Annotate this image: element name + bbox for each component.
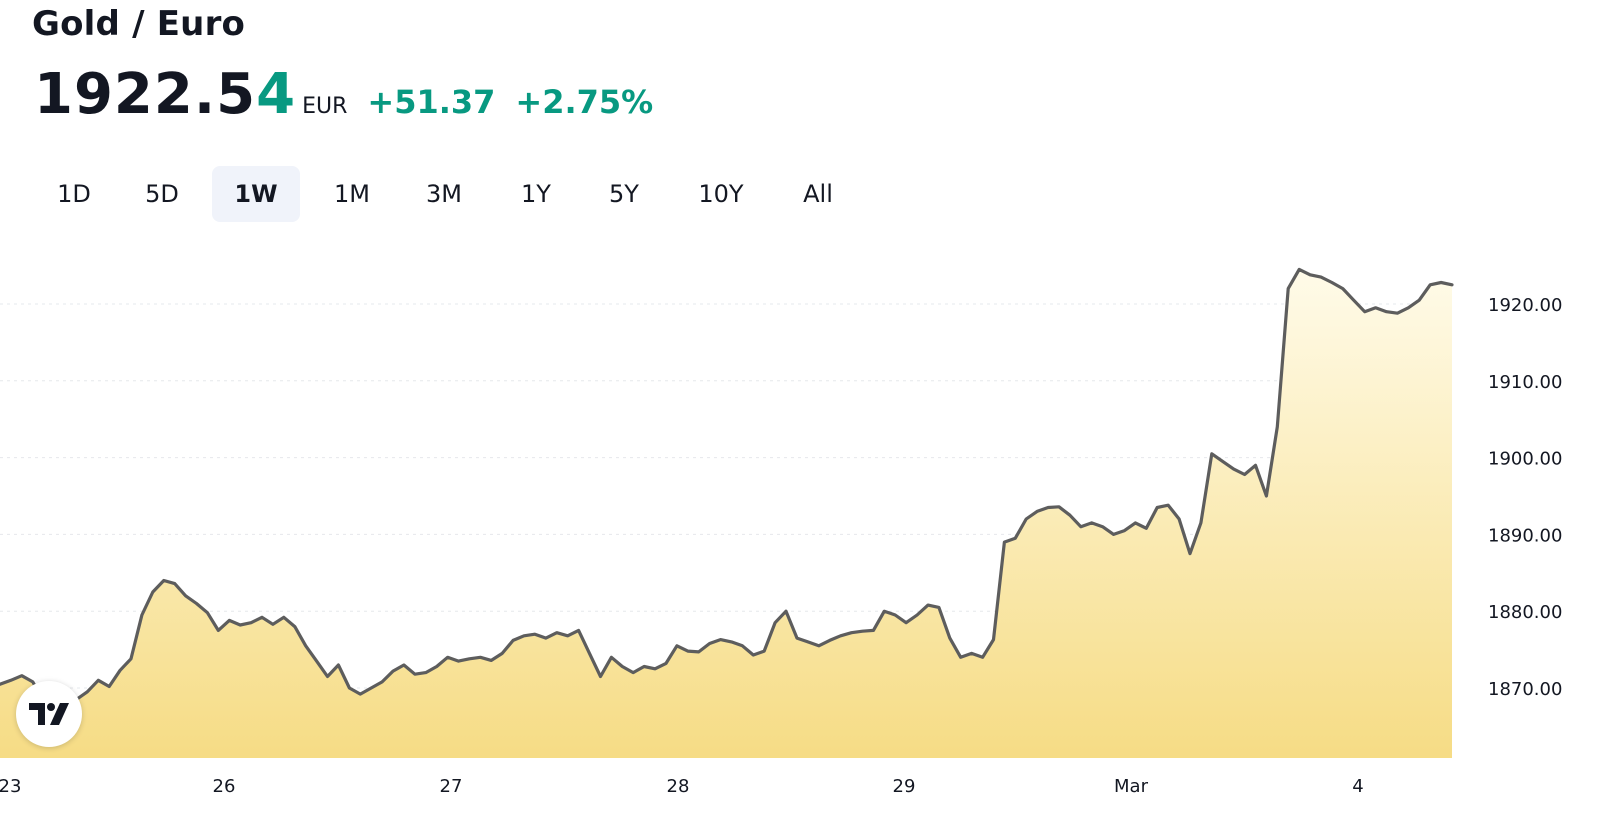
tradingview-logo-mark <box>29 703 69 725</box>
tab-all[interactable]: All <box>803 180 833 208</box>
x-axis: 23 26 27 28 29 Mar 4 <box>0 776 1364 797</box>
y-tick-label: 1910.00 <box>1488 372 1562 393</box>
x-tick-label: Mar <box>1114 776 1149 797</box>
y-tick-label: 1920.00 <box>1488 295 1562 316</box>
current-price-last-digit: 4 <box>256 62 297 127</box>
tradingview-logo-icon[interactable] <box>16 681 82 747</box>
x-tick-label: 27 <box>440 776 463 797</box>
price-line <box>0 267 1454 731</box>
x-tick-label: 4 <box>1352 776 1363 797</box>
x-tick-label: 23 <box>0 776 21 797</box>
y-tick-label: 1900.00 <box>1488 449 1562 470</box>
tab-1w[interactable]: 1W <box>212 166 300 222</box>
tab-5d[interactable]: 5D <box>145 180 179 208</box>
x-tick-label: 26 <box>213 776 236 797</box>
tab-1y[interactable]: 1Y <box>521 180 551 208</box>
symbol-title: Gold / Euro <box>32 4 246 44</box>
tab-1d[interactable]: 1D <box>57 180 91 208</box>
tab-5y[interactable]: 5Y <box>609 180 639 208</box>
currency-label: EUR <box>302 94 348 119</box>
y-axis: 1920.00 1910.00 1900.00 1890.00 1880.00 1870.… <box>1488 295 1562 700</box>
price-row: 1922.5 4 EUR +51.37 +2.75% <box>34 62 673 127</box>
current-price: 1922.5 <box>34 62 257 127</box>
price-change-percent: +2.75% <box>515 83 654 121</box>
price-area-fill <box>0 269 1452 758</box>
tab-1m[interactable]: 1M <box>334 180 370 208</box>
x-tick-label: 28 <box>667 776 690 797</box>
price-change-absolute: +51.37 <box>367 83 496 121</box>
tab-3m[interactable]: 3M <box>426 180 462 208</box>
y-tick-label: 1880.00 <box>1488 602 1562 623</box>
y-tick-label: 1890.00 <box>1488 525 1562 546</box>
x-tick-label: 29 <box>893 776 916 797</box>
tab-10y[interactable]: 10Y <box>698 180 744 208</box>
y-tick-label: 1870.00 <box>1488 679 1562 700</box>
